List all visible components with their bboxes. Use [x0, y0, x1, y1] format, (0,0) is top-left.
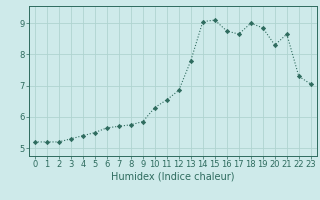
X-axis label: Humidex (Indice chaleur): Humidex (Indice chaleur)	[111, 172, 235, 182]
